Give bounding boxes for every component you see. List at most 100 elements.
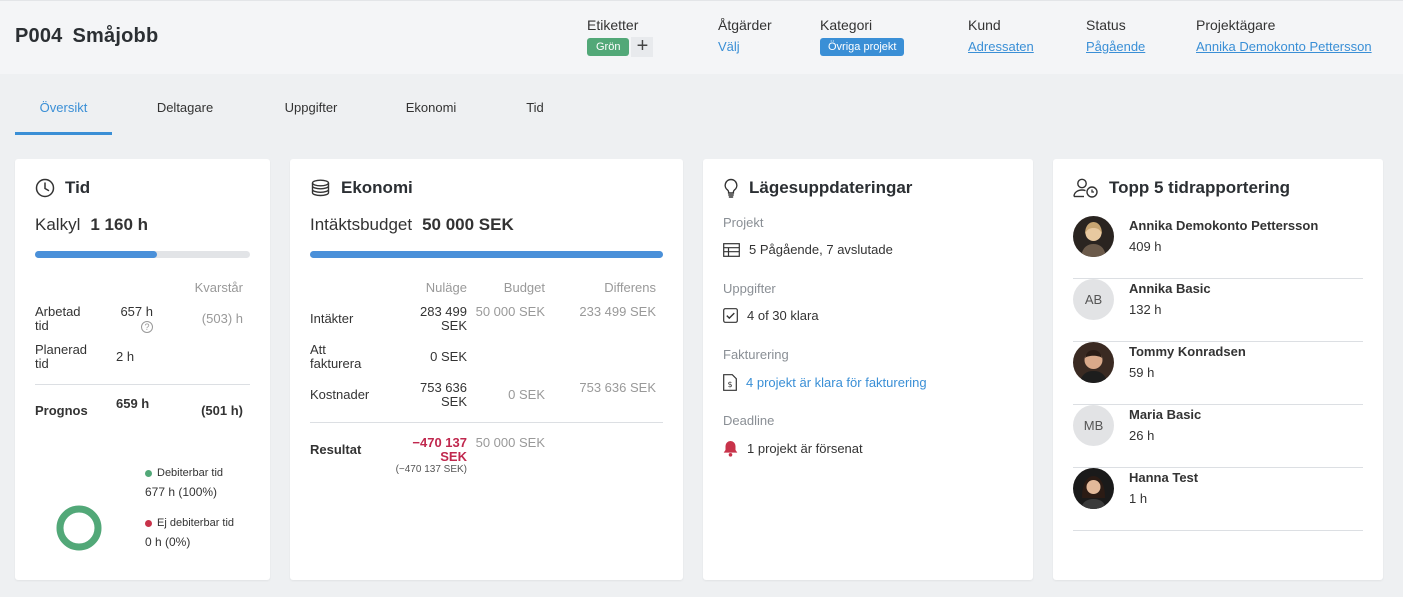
- billable-label: Debiterbar tid: [157, 467, 224, 479]
- divider: [35, 384, 250, 385]
- nonbillable-value: 0 h (0%): [145, 535, 191, 549]
- deadline-section-label: Deadline: [723, 413, 775, 428]
- checkbox-icon: [723, 308, 738, 323]
- time-progress-fill: [35, 251, 157, 258]
- costs-diff: 753 636 SEK: [579, 380, 656, 395]
- add-tag-button[interactable]: +: [631, 36, 654, 57]
- category-badge[interactable]: Övriga projekt: [820, 38, 905, 56]
- col-remaining: Kvarstår: [194, 280, 243, 295]
- person-name: Annika Demokonto Pettersson: [1129, 218, 1319, 233]
- time-budget-label: Kalkyl: [35, 215, 81, 234]
- tab-tasks[interactable]: Uppgifter: [284, 100, 338, 115]
- person-name: Maria Basic: [1129, 407, 1202, 422]
- photo-avatar-icon: [1080, 350, 1107, 383]
- income-diff: 233 499 SEK: [579, 304, 656, 319]
- income-progress-fill: [310, 251, 663, 258]
- svg-text:$: $: [727, 380, 732, 389]
- avatar: [1073, 216, 1114, 257]
- project-summary-text: 5 Pågående, 7 avslutade: [749, 242, 893, 257]
- col-now: Nuläge: [425, 280, 467, 295]
- list-item[interactable]: Annika Demokonto Pettersson 409 h: [1073, 216, 1363, 279]
- result-budget: 50 000 SEK: [475, 435, 545, 450]
- income-label: Intäkter: [310, 311, 354, 326]
- tab-participants[interactable]: Deltagare: [156, 100, 214, 115]
- invoicing-summary: $ 4 projekt är klara för fakturering: [723, 374, 927, 391]
- forecast-value: 659 h: [116, 396, 150, 411]
- economy-card: Ekonomi Intäktsbudget 50 000 SEK Nuläge B…: [290, 159, 683, 580]
- result-label: Resultat: [310, 442, 362, 457]
- to-invoice-link[interactable]: 0 SEK: [430, 349, 467, 364]
- updates-card-title: Lägesuppdateringar: [723, 178, 912, 198]
- worked-value-text: 657 h: [120, 304, 153, 319]
- time-budget-value: 1 160 h: [90, 215, 149, 234]
- deadline-summary: 1 projekt är försenat: [723, 440, 863, 457]
- tab-overview[interactable]: Översikt: [15, 96, 112, 135]
- tasks-section-label: Uppgifter: [723, 281, 776, 296]
- worked-label: Arbetad tid: [35, 304, 81, 333]
- to-invoice-label: Att fakturera: [310, 342, 362, 371]
- costs-label: Kostnader: [310, 387, 370, 402]
- time-title-text: Tid: [65, 178, 91, 197]
- lightbulb-icon: [724, 178, 738, 198]
- planned-label: Planerad tid: [35, 342, 88, 371]
- billable-legend: Debiterbar tid: [145, 466, 223, 480]
- project-name: Småjobb: [72, 25, 159, 47]
- red-dot-icon: [145, 519, 152, 527]
- list-item[interactable]: MB Maria Basic 26 h: [1073, 405, 1363, 468]
- customer-label: Kund: [968, 17, 1001, 33]
- income-budget-label: Intäktsbudget: [310, 215, 413, 234]
- income-now: 283 499 SEK: [420, 304, 467, 333]
- actions-select[interactable]: Välj: [718, 39, 740, 54]
- top5-card: Topp 5 tidrapportering Annika Demokonto …: [1053, 159, 1383, 580]
- person-name: Hanna Test: [1129, 470, 1199, 485]
- col-budget: Budget: [503, 280, 545, 295]
- list-item[interactable]: Hanna Test 1 h: [1073, 468, 1363, 531]
- list-item[interactable]: AB Annika Basic 132 h: [1073, 279, 1363, 342]
- invoicing-section-label: Fakturering: [723, 347, 789, 362]
- avatar: MB: [1073, 405, 1114, 446]
- nonbillable-legend: Ej debiterbar tid: [145, 516, 234, 530]
- list-item[interactable]: Tommy Konradsen 59 h: [1073, 342, 1363, 405]
- category-label: Kategori: [820, 17, 873, 33]
- economy-card-title: Ekonomi: [310, 178, 413, 198]
- page-title: P004 Småjobb: [15, 25, 168, 48]
- income-budget-value: 50 000 SEK: [422, 215, 514, 234]
- customer-link[interactable]: Adressaten: [968, 39, 1034, 54]
- person-hours: 1 h: [1129, 491, 1148, 506]
- tags-label: Etiketter: [587, 17, 639, 33]
- divider: [310, 422, 663, 423]
- help-icon[interactable]: ?: [141, 321, 153, 333]
- income-budget: Intäktsbudget 50 000 SEK: [310, 215, 514, 235]
- billable-donut-arc: [56, 505, 102, 551]
- photo-avatar-icon: [1081, 476, 1106, 509]
- tab-time[interactable]: Tid: [526, 100, 544, 115]
- person-hours: 132 h: [1129, 302, 1162, 317]
- invoice-icon: $: [723, 374, 737, 391]
- owner-link[interactable]: Annika Demokonto Pettersson: [1196, 39, 1372, 54]
- status-link[interactable]: Pågående: [1086, 39, 1146, 54]
- tasks-summary: 4 of 30 klara: [723, 308, 819, 323]
- person-hours: 409 h: [1129, 239, 1162, 254]
- owner-label: Projektägare: [1196, 17, 1276, 33]
- billable-donut: [56, 505, 102, 551]
- income-progress-bar: [310, 251, 663, 258]
- status-label: Status: [1086, 17, 1126, 33]
- category-field: Kategori Övriga projekt: [820, 17, 905, 56]
- project-header: P004 Småjobb Etiketter Grön + Åtgärder Väl…: [0, 0, 1403, 74]
- billable-value: 677 h (100%): [145, 485, 218, 499]
- tags-field: Etiketter Grön +: [587, 17, 654, 57]
- avatar: [1073, 342, 1114, 383]
- invoicing-link[interactable]: 4 projekt är klara för fakturering: [746, 375, 927, 390]
- col-diff: Differens: [604, 280, 656, 295]
- costs-budget: 0 SEK: [508, 387, 545, 402]
- coins-icon: [311, 179, 330, 197]
- worked-remaining: (503) h: [201, 311, 243, 326]
- user-clock-icon: [1073, 178, 1098, 198]
- person-name: Tommy Konradsen: [1129, 344, 1246, 359]
- updates-card: Lägesuppdateringar Projekt 5 Pågående, 7…: [703, 159, 1033, 580]
- green-dot-icon: [145, 469, 152, 477]
- bell-icon: [723, 441, 738, 457]
- forecast-remaining: (501 h): [201, 403, 243, 418]
- tab-economy[interactable]: Ekonomi: [405, 100, 457, 115]
- tag-badge[interactable]: Grön: [587, 38, 630, 56]
